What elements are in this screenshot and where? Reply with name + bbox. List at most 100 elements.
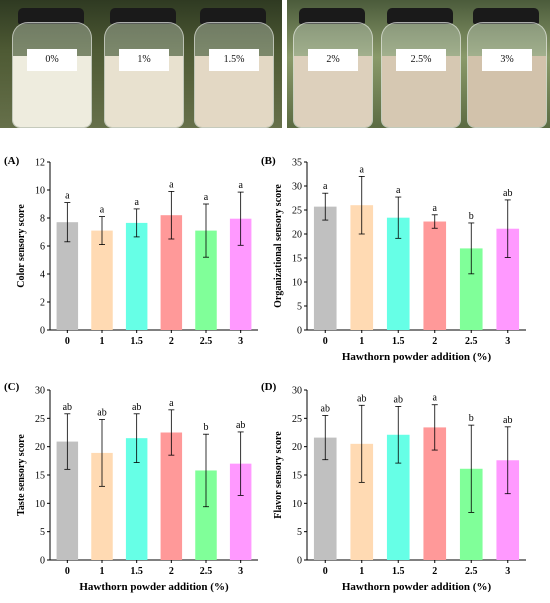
bar <box>160 215 183 330</box>
x-tick-label: 2.5 <box>465 566 478 577</box>
significance-label: ab <box>132 402 141 413</box>
x-tick-label: 0 <box>323 566 328 577</box>
y-tick-label: 20 <box>35 442 45 453</box>
x-tick-label: 3 <box>505 336 510 347</box>
y-tick-label: 0 <box>40 326 45 337</box>
significance-label: ab <box>236 420 245 431</box>
y-tick-label: 4 <box>40 270 45 281</box>
significance-label: a <box>204 192 209 203</box>
x-tick-label: 1.5 <box>130 336 143 347</box>
bar <box>195 470 217 560</box>
significance-label: ab <box>357 393 366 404</box>
x-tick-label: 1.5 <box>392 336 405 347</box>
x-tick-label: 2 <box>432 566 437 577</box>
y-tick-label: 6 <box>40 242 45 253</box>
significance-label: a <box>323 181 328 192</box>
y-tick-label: 0 <box>297 556 302 567</box>
y-tick-label: 10 <box>292 499 302 510</box>
y-axis-title: Color sensory score <box>16 204 27 288</box>
x-tick-label: 1 <box>359 566 364 577</box>
y-tick-label: 12 <box>35 158 45 169</box>
x-tick-label: 2.5 <box>200 336 213 347</box>
bar <box>496 228 520 330</box>
x-tick-label: 2 <box>169 566 174 577</box>
significance-label: a <box>433 203 438 214</box>
y-tick-label: 0 <box>40 556 45 567</box>
significance-label: b <box>469 413 474 424</box>
y-tick-label: 10 <box>292 278 302 289</box>
x-tick-label: 3 <box>238 336 243 347</box>
bar <box>91 230 113 330</box>
significance-label: a <box>433 393 438 404</box>
significance-label: ab <box>503 188 512 199</box>
panel-letter: (D) <box>261 381 277 393</box>
significance-label: a <box>134 197 139 208</box>
bar <box>229 463 252 560</box>
x-tick-label: 0 <box>323 336 328 347</box>
bar <box>125 438 148 560</box>
significance-label: ab <box>321 404 330 415</box>
bar <box>56 222 79 330</box>
y-tick-label: 0 <box>297 326 302 337</box>
jar: 0% <box>10 8 92 128</box>
y-tick-label: 2 <box>40 298 45 309</box>
jar: 1% <box>102 8 184 128</box>
bar <box>91 452 113 560</box>
y-tick-label: 10 <box>35 499 45 510</box>
jar-label: 2.5% <box>396 49 446 71</box>
x-tick-label: 1 <box>359 336 364 347</box>
bar <box>496 460 520 560</box>
significance-label: ab <box>503 415 512 426</box>
significance-label: a <box>396 185 401 196</box>
x-tick-label: 1.5 <box>130 566 143 577</box>
bar <box>350 443 374 560</box>
bar <box>386 434 410 560</box>
photo-jars-right: 2% 2.5% 3% <box>287 0 550 128</box>
x-tick-label: 2.5 <box>200 566 213 577</box>
x-axis-title: Hawthorn powder addition (%) <box>342 581 492 593</box>
jar-label: 2% <box>308 49 358 71</box>
significance-label: b <box>204 422 209 433</box>
bar <box>229 218 252 330</box>
significance-label: a <box>360 164 365 175</box>
panel-letter: (B) <box>261 155 276 167</box>
bar <box>195 230 217 330</box>
y-tick-label: 20 <box>292 442 302 453</box>
jar: 2.5% <box>379 8 461 128</box>
bar <box>313 206 337 330</box>
y-axis-title: Flavor sensory score <box>273 431 284 519</box>
y-tick-label: 20 <box>292 230 302 241</box>
y-tick-label: 5 <box>40 527 45 538</box>
x-axis-title: Hawthorn powder addition (%) <box>79 581 229 593</box>
jar-label: 3% <box>482 49 532 71</box>
significance-label: ab <box>63 402 72 413</box>
significance-label: a <box>169 179 174 190</box>
panel-letter: (C) <box>4 381 20 393</box>
jar-label: 1% <box>119 49 169 71</box>
significance-label: ab <box>394 394 403 405</box>
x-tick-label: 2 <box>169 336 174 347</box>
jar: 3% <box>465 8 547 128</box>
y-tick-label: 10 <box>35 186 45 197</box>
bar <box>56 441 79 560</box>
y-tick-label: 15 <box>292 254 302 265</box>
significance-label: a <box>238 180 243 191</box>
bar <box>459 468 483 560</box>
significance-label: a <box>65 191 70 202</box>
panel-letter: (A) <box>4 155 20 167</box>
y-axis-title: Organizational sensory score <box>273 184 284 308</box>
x-tick-label: 0 <box>65 336 70 347</box>
y-tick-label: 25 <box>292 414 302 425</box>
significance-label: ab <box>97 407 106 418</box>
photo-jars-left: 0% 1% 1.5% <box>0 0 282 128</box>
x-tick-label: 1.5 <box>392 566 405 577</box>
y-tick-label: 8 <box>40 214 45 225</box>
bar <box>386 217 410 330</box>
bar <box>313 437 337 560</box>
significance-label: b <box>469 211 474 222</box>
bar <box>459 248 483 330</box>
y-axis-title: Taste sensory score <box>16 434 27 516</box>
y-tick-label: 30 <box>292 386 302 397</box>
jar-label: 0% <box>27 49 77 71</box>
